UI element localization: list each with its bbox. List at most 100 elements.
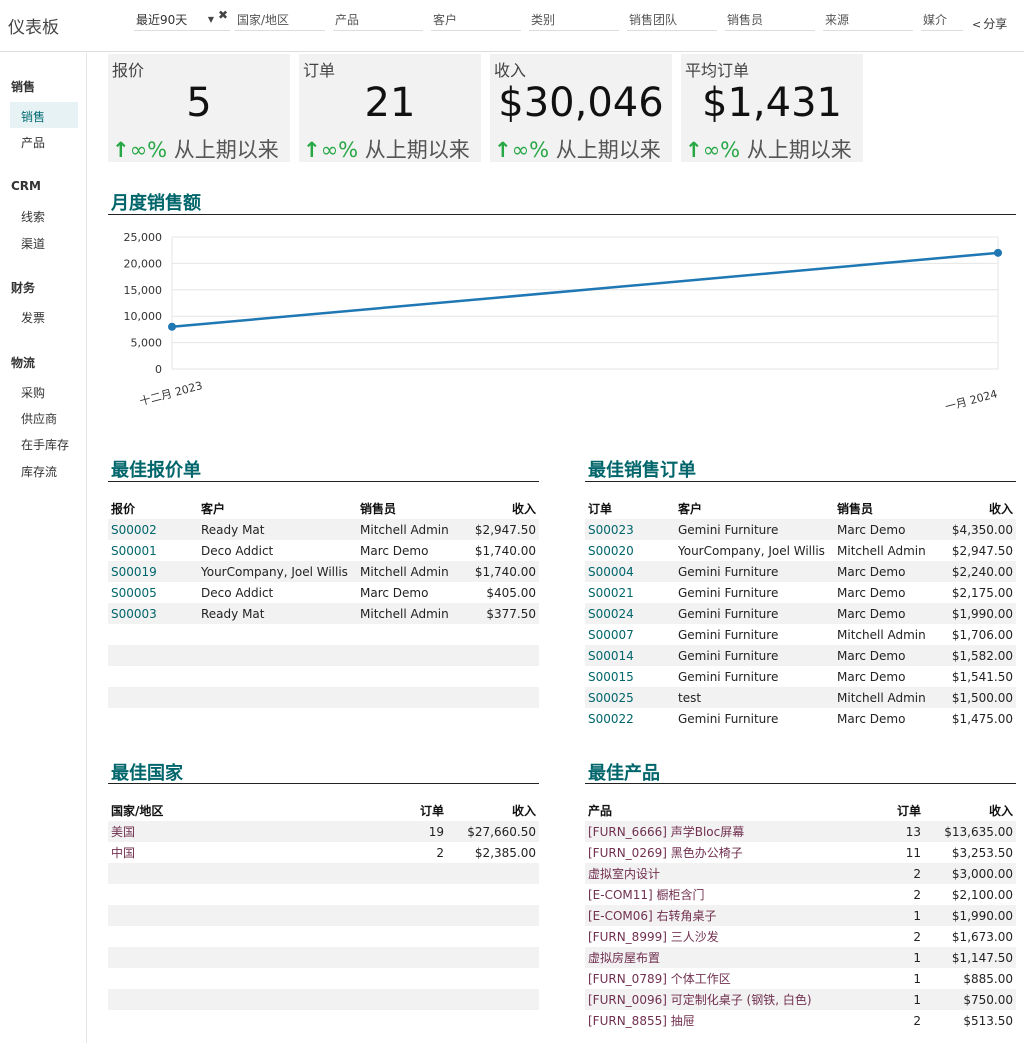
order-ref[interactable]: S00025 xyxy=(585,687,675,708)
y-tick-label: 20,000 xyxy=(124,257,163,270)
chevron-down-icon[interactable]: ▼ xyxy=(207,15,214,24)
kpi-quotations[interactable]: 报价 5 ↑∞% 从上期以来 xyxy=(108,54,290,162)
country-filter[interactable]: 国家/地区 xyxy=(235,11,325,31)
kpi-average-order[interactable]: 平均订单 $1,431 ↑∞% 从上期以来 xyxy=(681,54,863,162)
sidebar-item-pipeline[interactable]: 渠道 xyxy=(21,237,46,251)
table-row[interactable]: [FURN_0789] 个体工作区 1 $885.00 xyxy=(585,968,1016,989)
product-cell[interactable]: [FURN_8855] 抽屉 xyxy=(588,1014,695,1028)
order-ref[interactable]: S00022 xyxy=(588,711,634,726)
product-cell[interactable]: [FURN_8999] 三人沙发 xyxy=(588,930,719,944)
kpi-revenue[interactable]: 收入 $30,046 ↑∞% 从上期以来 xyxy=(490,54,672,162)
order-ref[interactable]: S00014 xyxy=(585,645,675,666)
order-ref[interactable]: S00023 xyxy=(585,519,675,540)
sidebar-item-invoices[interactable]: 发票 xyxy=(21,311,46,325)
source-filter[interactable]: 来源 xyxy=(823,11,913,31)
table-row[interactable]: S00001 Deco Addict Marc Demo $1,740.00 xyxy=(108,540,539,561)
empty-row xyxy=(108,968,539,989)
best-products-title: 最佳产品 xyxy=(588,763,660,784)
quotation-ref[interactable]: S00001 xyxy=(111,543,157,558)
table-row[interactable]: S00019 YourCompany, Joel Willis Mitchell A… xyxy=(108,561,539,582)
salesperson-filter[interactable]: 销售员 xyxy=(725,11,815,31)
product-cell[interactable]: [FURN_0789] 个体工作区 xyxy=(588,972,731,986)
sidebar-item-products[interactable]: 产品 xyxy=(21,136,46,150)
revenue-cell: $27,660.50 xyxy=(447,821,539,842)
table-row[interactable]: [FURN_0096] 可定制化桌子 (钢铁, 白色) 1 $750.00 xyxy=(585,989,1016,1010)
empty-row xyxy=(108,863,539,884)
category-filter[interactable]: 类别 xyxy=(529,11,619,31)
sidebar: 销售 销售 产品 CRM 线索 渠道 财务 发票 物流 采购 供应商 在手库存 … xyxy=(0,53,87,1043)
table-row[interactable]: [FURN_6666] 声学Bloc屏幕 13 $13,635.00 xyxy=(585,821,1016,842)
quotation-ref[interactable]: S00019 xyxy=(108,561,198,582)
table-row[interactable]: [FURN_0269] 黑色办公椅子 11 $3,253.50 xyxy=(585,842,1016,863)
order-ref[interactable]: S00024 xyxy=(585,603,675,624)
order-ref[interactable]: S00021 xyxy=(588,585,634,600)
kpi-since: 从上期以来 xyxy=(555,138,661,162)
sales-team-filter[interactable]: 销售团队 xyxy=(627,11,717,31)
sidebar-item-leads[interactable]: 线索 xyxy=(21,210,46,224)
sidebar-item-stock-on-hand[interactable]: 在手库存 xyxy=(21,438,70,452)
customer-filter[interactable]: 客户 xyxy=(431,11,521,31)
sidebar-item-vendors[interactable]: 供应商 xyxy=(21,412,58,426)
table-row[interactable]: S00020 YourCompany, Joel Willis Mitchell A… xyxy=(585,540,1016,561)
table-row[interactable]: S00005 Deco Addict Marc Demo $405.00 xyxy=(108,582,539,603)
table-row[interactable]: [E-COM11] 橱柜含门 2 $2,100.00 xyxy=(585,884,1016,905)
table-row[interactable]: S00004 Gemini Furniture Marc Demo $2,240.00 xyxy=(585,561,1016,582)
product-cell[interactable]: [E-COM11] 橱柜含门 xyxy=(588,888,705,902)
kpi-since: 从上期以来 xyxy=(173,138,279,162)
table-row[interactable]: 虚拟室内设计 2 $3,000.00 xyxy=(585,863,1016,884)
arrow-up-icon: ↑ xyxy=(303,138,321,162)
customer-cell: Gemini Furniture xyxy=(678,711,779,726)
kpi-orders[interactable]: 订单 21 ↑∞% 从上期以来 xyxy=(299,54,481,162)
country-cell[interactable]: 美国 xyxy=(108,821,357,842)
table-row[interactable]: S00022 Gemini Furniture Marc Demo $1,475.00 xyxy=(585,708,1016,729)
table-row[interactable]: [FURN_8855] 抽屉 2 $513.50 xyxy=(585,1010,1016,1031)
table-row[interactable]: S00025 test Mitchell Admin $1,500.00 xyxy=(585,687,1016,708)
product-cell[interactable]: 虚拟房屋布置 xyxy=(585,947,834,968)
table-row[interactable]: S00003 Ready Mat Mitchell Admin $377.50 xyxy=(108,603,539,624)
table-row[interactable]: 美国 19 $27,660.50 xyxy=(108,821,539,842)
share-button[interactable]: < 分享 xyxy=(972,15,1007,32)
sidebar-heading-crm: CRM xyxy=(11,179,41,193)
order-ref[interactable]: S00007 xyxy=(588,627,634,642)
table-row[interactable]: S00023 Gemini Furniture Marc Demo $4,350.00 xyxy=(585,519,1016,540)
kpi-label: 收入 xyxy=(494,61,527,80)
salesperson-cell: Marc Demo xyxy=(837,669,906,684)
medium-filter[interactable]: 媒介 xyxy=(921,11,963,31)
quotation-ref[interactable]: S00003 xyxy=(108,603,198,624)
sidebar-item-purchase[interactable]: 采购 xyxy=(21,386,46,400)
revenue-cell: $3,000.00 xyxy=(924,863,1016,884)
monthly-sales-chart[interactable]: 0 5,000 10,000 15,000 20,000 25,000 十二月 2023 一月… xyxy=(108,224,1024,414)
period-filter[interactable]: 最近90天 ▼ ✖ xyxy=(134,8,230,31)
revenue-cell: $1,706.00 xyxy=(951,627,1013,642)
product-cell[interactable]: [E-COM06] 右转角桌子 xyxy=(585,905,834,926)
clear-icon[interactable]: ✖ xyxy=(217,8,228,22)
order-ref[interactable]: S00015 xyxy=(588,669,634,684)
product-cell[interactable]: [FURN_0269] 黑色办公椅子 xyxy=(588,846,743,860)
quotation-ref[interactable]: S00002 xyxy=(108,519,198,540)
table-row[interactable]: S00014 Gemini Furniture Marc Demo $1,582.00 xyxy=(585,645,1016,666)
customer-cell: YourCompany, Joel Willis xyxy=(198,561,357,582)
y-tick-label: 5,000 xyxy=(131,337,163,350)
table-row[interactable]: [FURN_8999] 三人沙发 2 $1,673.00 xyxy=(585,926,1016,947)
sidebar-item-sales[interactable]: 销售 xyxy=(10,102,78,128)
table-row[interactable]: S00024 Gemini Furniture Marc Demo $1,990.00 xyxy=(585,603,1016,624)
table-row[interactable]: [E-COM06] 右转角桌子 1 $1,990.00 xyxy=(585,905,1016,926)
order-ref[interactable]: S00020 xyxy=(588,543,634,558)
order-ref[interactable]: S00004 xyxy=(585,561,675,582)
table-row[interactable]: S00021 Gemini Furniture Marc Demo $2,175.00 xyxy=(585,582,1016,603)
product-cell[interactable]: 虚拟室内设计 xyxy=(585,863,834,884)
table-row[interactable]: S00007 Gemini Furniture Mitchell Admin $1,7… xyxy=(585,624,1016,645)
table-row[interactable]: S00002 Ready Mat Mitchell Admin $2,947.50 xyxy=(108,519,539,540)
product-filter[interactable]: 产品 xyxy=(333,11,423,31)
product-cell[interactable]: [FURN_6666] 声学Bloc屏幕 xyxy=(585,821,834,842)
table-row[interactable]: 中国 2 $2,385.00 xyxy=(108,842,539,863)
best-quotations-table: 报价 客户 销售员 收入 S00002 Ready Mat Mitchell Adm… xyxy=(108,497,539,708)
salesperson-cell: Mitchell Admin xyxy=(837,543,926,558)
revenue-cell: $1,582.00 xyxy=(934,645,1016,666)
table-row[interactable]: S00015 Gemini Furniture Marc Demo $1,541.50 xyxy=(585,666,1016,687)
product-cell[interactable]: [FURN_0096] 可定制化桌子 (钢铁, 白色) xyxy=(585,989,834,1010)
table-row[interactable]: 虚拟房屋布置 1 $1,147.50 xyxy=(585,947,1016,968)
sidebar-item-stock-moves[interactable]: 库存流 xyxy=(21,465,58,479)
country-cell[interactable]: 中国 xyxy=(111,846,136,860)
quotation-ref[interactable]: S00005 xyxy=(111,585,157,600)
